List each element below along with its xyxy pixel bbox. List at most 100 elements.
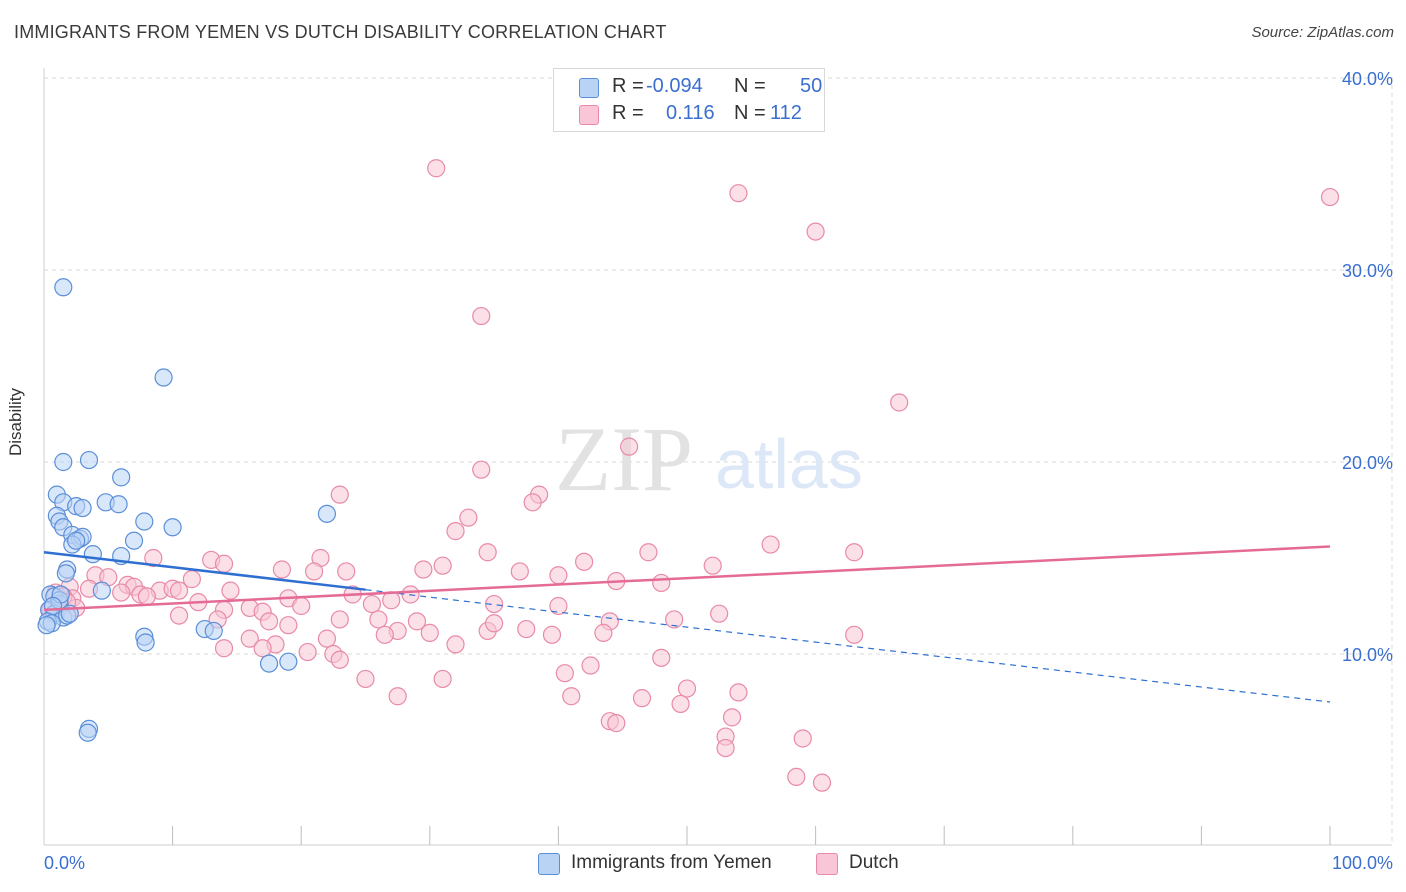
dutch-point	[137, 587, 156, 606]
yemen-point	[37, 616, 56, 635]
dutch-point	[542, 625, 562, 644]
legend-n-value: 50	[800, 75, 823, 97]
legend-row-dutch: R = 0.116 N = 112	[554, 102, 824, 128]
dutch-point	[652, 573, 671, 593]
legend-r-value: -0.094	[646, 75, 703, 97]
stats-legend: R = -0.094 N = 50 R = 0.116 N = 112	[553, 68, 825, 132]
dutch-point	[369, 610, 388, 629]
dutch-point	[292, 596, 311, 616]
yemen-point	[109, 495, 128, 514]
dutch-point	[716, 738, 735, 758]
yemen-point	[92, 581, 111, 600]
yemen-point	[279, 652, 298, 671]
dutch-point	[214, 639, 234, 658]
dutch-point	[652, 648, 671, 667]
dutch-point	[214, 554, 234, 573]
dutch-point	[845, 543, 864, 562]
dutch-point	[517, 619, 536, 639]
tick-labels: 10.0% 20.0% 30.0% 40.0% 0.0% 100.0%	[44, 69, 1393, 873]
dutch-point	[337, 562, 356, 581]
bottom-legend-label: Immigrants from Yemen	[571, 852, 772, 873]
dutch-point	[112, 583, 131, 602]
yemen-points	[37, 278, 337, 742]
dutch-point	[407, 612, 427, 631]
yemen-point	[204, 621, 223, 641]
bottom-swatch-blue	[538, 853, 560, 875]
dutch-point	[330, 650, 349, 669]
dutch-point	[729, 683, 748, 702]
dutch-point	[710, 604, 729, 623]
dutch-point	[549, 566, 568, 585]
y-tick-label: 10.0%	[1342, 645, 1393, 665]
dutch-point	[279, 616, 298, 635]
dutch-point	[562, 687, 581, 706]
dutch-point	[787, 767, 806, 786]
dutch-point	[1320, 187, 1340, 207]
bottom-legend-label: Dutch	[849, 852, 899, 873]
dutch-point	[523, 493, 542, 512]
yemen-point	[67, 531, 86, 550]
dutch-point	[330, 610, 349, 629]
dutch-point	[169, 581, 189, 600]
dutch-point	[298, 642, 317, 662]
trend-lines	[43, 545, 1331, 703]
dutch-point	[677, 679, 697, 698]
dutch-point	[414, 560, 433, 579]
x-tick-label: 0.0%	[44, 853, 85, 873]
yemen-point	[54, 278, 73, 297]
dutch-point	[793, 729, 812, 748]
yemen-point	[43, 596, 63, 616]
dutch-point	[304, 562, 324, 581]
y-tick-label: 20.0%	[1342, 453, 1393, 473]
dutch-point	[722, 708, 742, 727]
dutch-point	[240, 629, 259, 648]
dutch-point	[433, 556, 452, 575]
legend-n-value: 112	[770, 102, 802, 124]
watermark-zip: ZIP	[555, 408, 693, 510]
dutch-point	[169, 606, 189, 625]
x-tick-label: 100.0%	[1332, 853, 1393, 873]
yemen-point	[317, 504, 337, 523]
dutch-point	[703, 556, 722, 575]
dutch-point	[388, 687, 407, 706]
dutch-point	[144, 548, 163, 568]
source-label: Source: ZipAtlas.com	[1251, 24, 1394, 41]
bottom-swatch-pink	[816, 853, 838, 875]
dutch-point	[485, 614, 504, 633]
yemen-point	[54, 452, 73, 472]
dutch-point	[259, 612, 279, 631]
watermark: ZIP atlas	[555, 408, 863, 510]
legend-swatch-blue	[579, 78, 599, 98]
dutch-point	[420, 623, 439, 642]
dutch-point	[427, 159, 446, 178]
dutch-point	[639, 543, 658, 562]
dutch-point	[472, 460, 491, 479]
dutch-point	[845, 625, 864, 644]
yemen-point	[79, 450, 99, 470]
dutch-point	[478, 543, 497, 562]
yemen-point	[135, 512, 154, 531]
yemen-point	[83, 545, 102, 564]
dutch-point	[485, 594, 504, 614]
dutch-point	[362, 594, 382, 614]
dutch-point	[671, 694, 690, 714]
dutch-point	[665, 610, 684, 629]
yemen-point	[136, 633, 155, 652]
dutch-point	[761, 535, 780, 554]
yemen-point	[112, 468, 131, 487]
y-axis-label: Disability	[6, 387, 25, 456]
yemen-point	[163, 518, 182, 537]
dutch-point	[812, 773, 832, 792]
dutch-point	[375, 625, 394, 644]
dutch-point	[729, 184, 748, 203]
yemen-point	[124, 531, 144, 550]
dutch-trend-line	[43, 545, 1331, 612]
chart-title: IMMIGRANTS FROM YEMEN VS DUTCH DISABILIT…	[14, 22, 667, 42]
dutch-point	[433, 669, 452, 689]
legend-n-label: N =	[734, 102, 766, 124]
yemen-point	[78, 723, 97, 742]
dutch-point	[446, 522, 465, 541]
dutch-point	[555, 664, 574, 683]
dutch-point	[632, 689, 652, 708]
